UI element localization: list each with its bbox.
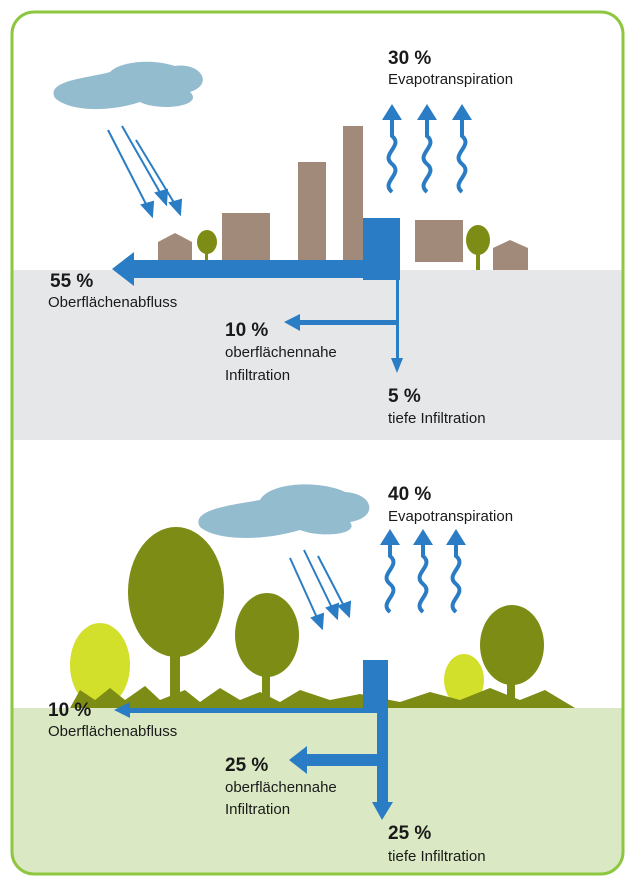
label: Infiltration: [225, 367, 290, 384]
city-scene-shape: [476, 250, 480, 270]
city-scene-shape-shape: [222, 213, 270, 263]
city-scene-shape-shape: [298, 162, 326, 262]
label: 25 %: [225, 755, 268, 776]
page: {"panels": [ {"evapotranspiration": {"pe…: [0, 0, 635, 879]
nature-scene-shape-shape: [128, 708, 386, 713]
city-scene-shape-shape: [300, 320, 397, 325]
label: 30 %: [388, 48, 431, 69]
diagram: 30 % Evapotranspiration 55 % Oberflächen…: [0, 0, 635, 879]
label: 5 %: [388, 386, 421, 407]
city-scene-shape-shape: [415, 220, 463, 262]
label: 10 %: [48, 700, 91, 721]
label: Evapotranspiration: [388, 71, 513, 88]
label: 40 %: [388, 484, 431, 505]
label: oberflächennahe: [225, 779, 337, 796]
label: Infiltration: [225, 801, 290, 818]
label: 55 %: [50, 271, 93, 292]
nature-scene-shape-shape: [363, 660, 388, 712]
nature-scene-shape: [128, 527, 224, 657]
label: 25 %: [388, 823, 431, 844]
city-scene-shape-shape: [343, 126, 363, 262]
label: tiefe Infiltration: [388, 848, 486, 865]
label: 10 %: [225, 320, 268, 341]
background: [0, 0, 635, 879]
nature-scene-shape: [170, 640, 180, 700]
nature-scene-shape-shape: [305, 754, 385, 766]
label: Oberflächenabfluss: [48, 723, 177, 740]
city-scene-shape-shape: [396, 278, 399, 360]
label: oberflächennahe: [225, 344, 337, 361]
city-scene-shape-shape: [132, 260, 400, 278]
label: Evapotranspiration: [388, 508, 513, 525]
label: tiefe Infiltration: [388, 410, 486, 427]
label: Oberflächenabfluss: [48, 294, 177, 311]
